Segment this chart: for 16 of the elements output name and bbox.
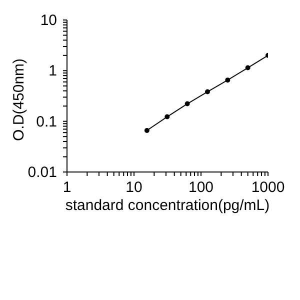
point [225, 78, 230, 83]
point [184, 101, 190, 106]
x-tick-label: 10 [126, 179, 142, 196]
y-axis-title: O.D(450nm) [10, 58, 28, 141]
point [204, 89, 210, 94]
point [144, 128, 150, 133]
y-tick-label: 10 [40, 12, 57, 29]
x-axis-title: standard concentration(pg/mL) [65, 197, 270, 214]
point [245, 65, 250, 70]
x-tick-label: 100 [188, 179, 214, 196]
point [164, 114, 170, 120]
x-tick-label: 1000 [251, 179, 285, 196]
y-tick-label: 0.01 [28, 164, 57, 181]
y-tick-label: 1 [48, 62, 57, 80]
y-tick-label: 0.1 [36, 113, 57, 130]
x-tick-label: 1 [62, 179, 72, 196]
